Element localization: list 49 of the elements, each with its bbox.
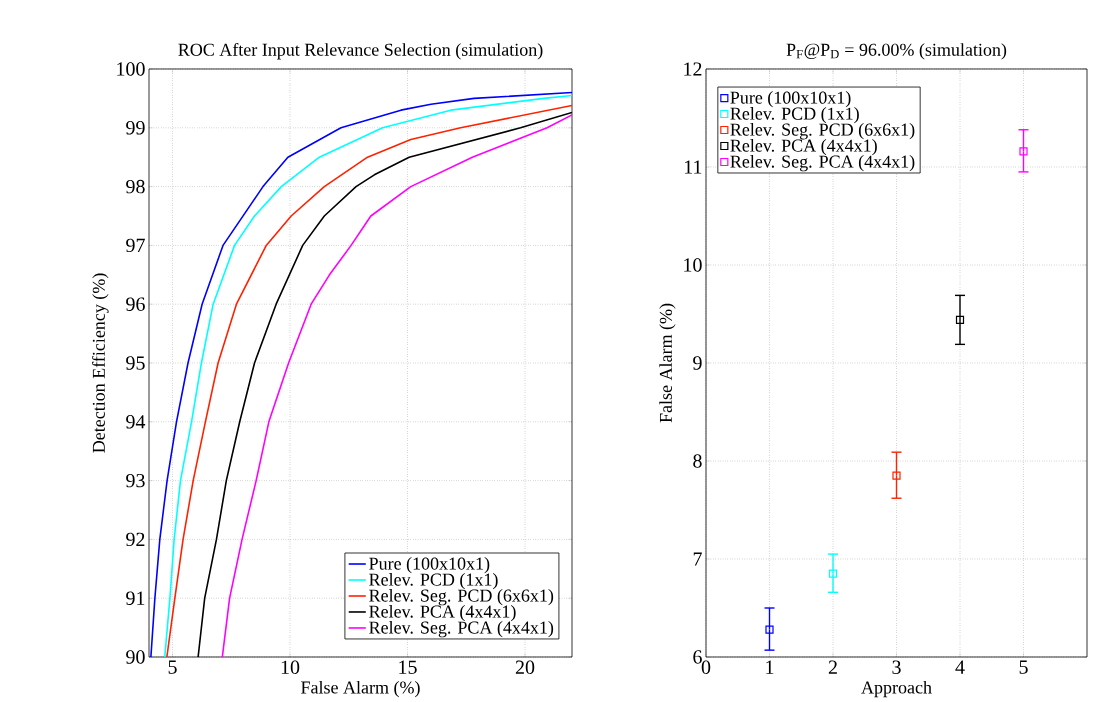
legend-label: Pure (100x10x1) bbox=[369, 557, 490, 574]
x-tick-label: 2 bbox=[828, 660, 837, 674]
y-tick-label: 95 bbox=[126, 356, 145, 370]
y-tick-label: 9 bbox=[693, 356, 702, 370]
y-tick-label: 11 bbox=[684, 160, 702, 174]
x-tick-label: 20 bbox=[515, 660, 535, 675]
point bbox=[1019, 147, 1028, 156]
y-tick-label: 98 bbox=[126, 179, 145, 194]
x-tick-label: 15 bbox=[399, 660, 417, 674]
y-tick-label: 93 bbox=[126, 473, 145, 488]
y-tick-label: 97 bbox=[126, 238, 145, 253]
point bbox=[892, 471, 901, 480]
x-tick-label: 5 bbox=[168, 660, 177, 674]
x-axis-title: Approach bbox=[861, 680, 932, 698]
y-tick-label: 12 bbox=[684, 62, 702, 76]
legend-label: Relev. Seg. PCD (6x6x1) bbox=[369, 588, 554, 606]
y-tick-label: 96 bbox=[126, 297, 145, 311]
chart-title: ROC After Input Relevance Selection (simulation) bbox=[178, 42, 543, 60]
y-axis-title: Detection Efficiency (%) bbox=[92, 273, 109, 453]
x-axis-title: False Alarm (%) bbox=[301, 680, 420, 698]
x-tick-label: 10 bbox=[281, 660, 300, 675]
legend-label: Relev. PCA (4x4x1) bbox=[730, 138, 877, 156]
legend-label: Relev. Seg. PCA (4x4x1) bbox=[730, 154, 915, 172]
legend-label: Relev. PCA (4x4x1) bbox=[369, 604, 516, 622]
y-tick-label: 94 bbox=[126, 415, 146, 429]
x-tick-label: 5 bbox=[1019, 660, 1028, 674]
y-tick-label: 92 bbox=[126, 532, 145, 547]
point bbox=[765, 625, 774, 634]
y-tick-label: 91 bbox=[126, 591, 145, 605]
x-tick-label: 3 bbox=[892, 660, 901, 674]
y-tick-label: 99 bbox=[126, 121, 145, 135]
chart-title: P$_{F}$@P$_{D}$ = 96.00% (simulation) bbox=[786, 43, 1007, 60]
legend-label: Relev. PCD (1x1) bbox=[369, 572, 498, 590]
y-tick-label: 6 bbox=[693, 650, 702, 664]
y-tick-label: 7 bbox=[693, 552, 702, 566]
y-tick-label: 100 bbox=[117, 62, 145, 76]
point bbox=[955, 315, 965, 324]
y-tick-label: 90 bbox=[126, 650, 145, 664]
legend-label: Relev. Seg. PCD (6x6x1) bbox=[730, 123, 915, 140]
legend-label: Relev. PCD (1x1) bbox=[730, 107, 859, 124]
point bbox=[828, 569, 838, 578]
y-tick-label: 8 bbox=[693, 454, 702, 468]
legend-label: Relev. Seg. PCA (4x4x1) bbox=[369, 620, 554, 638]
y-axis-title: False Alarm (%) bbox=[659, 303, 676, 423]
legend-label: Pure (100x10x1) bbox=[730, 91, 851, 108]
y-tick-label: 10 bbox=[684, 258, 702, 272]
x-tick-label: 1 bbox=[766, 660, 774, 674]
x-tick-label: 4 bbox=[955, 660, 965, 674]
x-tick-label: 0 bbox=[701, 660, 711, 675]
